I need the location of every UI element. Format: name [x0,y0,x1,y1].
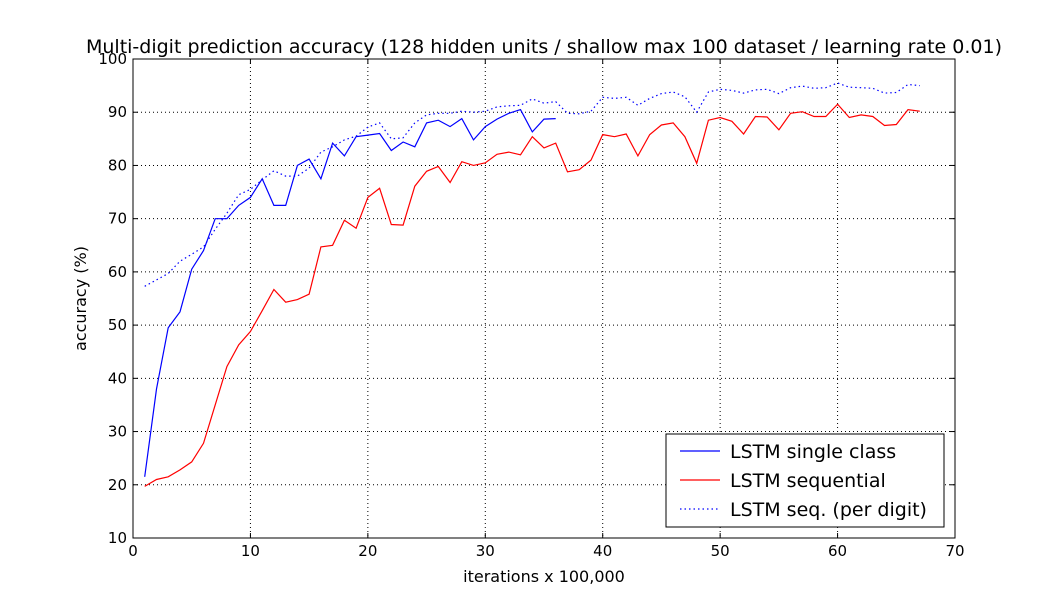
y-tick-label: 30 [108,423,127,441]
legend-label-single-class: LSTM single class [730,441,896,463]
chart-title: Multi-digit prediction accuracy (128 hid… [86,36,1002,58]
x-tick-label: 30 [476,542,495,560]
y-tick-label: 40 [108,369,127,387]
y-tick-label: 10 [108,529,127,547]
plot-frame [132,58,956,539]
x-tick-label: 50 [711,542,730,560]
legend: LSTM single class LSTM sequential LSTM s… [665,433,945,528]
x-axis-label: iterations x 100,000 [463,567,625,586]
series-line-per-digit [144,82,920,287]
series-line-single-class [144,108,556,477]
x-tick-label: 10 [241,542,260,560]
series-line-sequential [144,103,920,487]
y-tick-label: 50 [108,316,127,334]
x-tick-label: 70 [945,542,964,560]
y-tick-label: 60 [108,263,127,281]
x-tick-label: 0 [128,542,138,560]
legend-label-per-digit: LSTM seq. (per digit) [730,499,927,521]
y-tick-label: 70 [108,210,127,228]
y-tick-label: 90 [108,103,127,121]
y-axis-label: accuracy (%) [71,246,90,351]
x-tick-label: 40 [593,542,612,560]
y-tick-label: 80 [108,156,127,174]
legend-label-sequential: LSTM sequential [730,470,886,492]
x-tick-label: 60 [828,542,847,560]
y-tick-label: 20 [108,476,127,494]
y-tick-label: 100 [98,50,127,68]
x-tick-label: 20 [358,542,377,560]
